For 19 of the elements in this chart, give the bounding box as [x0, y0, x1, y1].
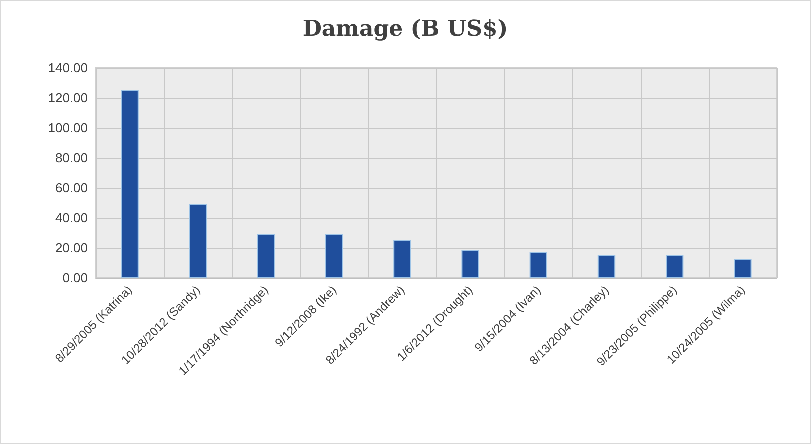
y-tick-label: 40.00 — [55, 210, 88, 226]
bar — [734, 259, 752, 278]
y-tick-label: 100.00 — [48, 120, 88, 136]
y-tick-label: 80.00 — [55, 150, 88, 166]
bar — [257, 234, 276, 278]
y-tick-label: 140.00 — [48, 60, 88, 76]
bar — [598, 256, 616, 278]
bar — [462, 250, 480, 278]
bar — [189, 204, 208, 278]
y-tick-label: 60.00 — [55, 180, 88, 196]
bar — [325, 234, 344, 278]
bar — [121, 90, 139, 278]
y-tick-label: 0.00 — [62, 270, 88, 286]
bar — [666, 256, 684, 278]
bar — [530, 252, 548, 278]
chart-title: Damage (B US$) — [302, 16, 508, 42]
y-tick-label: 120.00 — [48, 90, 88, 106]
bar — [394, 240, 412, 278]
y-tick-label: 20.00 — [55, 240, 88, 256]
